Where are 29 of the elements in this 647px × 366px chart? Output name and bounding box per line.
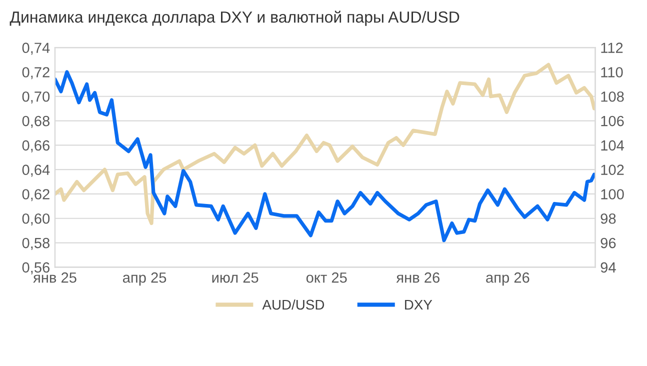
y2-tick-label: 98	[600, 213, 616, 224]
y-tick-label: 0,58	[22, 238, 50, 250]
legend-label: DXY	[405, 300, 432, 310]
y2-tick-label: 100	[601, 189, 624, 200]
y-tick-label: 0,74	[22, 42, 50, 55]
y-tick-label: 0,56	[22, 262, 50, 274]
y-tick-label: 0,64	[22, 164, 50, 177]
chart-title: Динамика индекса доллара DXY и валютной пары AUD/USD	[10, 10, 460, 26]
y2-tick-label: 102	[601, 164, 624, 176]
y-tick-label: 0,62	[22, 189, 50, 202]
x-tick-label: окт 25	[306, 272, 347, 283]
y2-tick-label: 94	[600, 262, 616, 273]
y2-tick-label: 104	[601, 140, 624, 151]
y-tick-label: 0,72	[22, 67, 50, 80]
y2-tick-label: 96	[600, 238, 616, 248]
y2-tick-label: 106	[601, 116, 624, 126]
x-tick-label: янв 25	[33, 272, 76, 283]
y2-tick-label: 112	[601, 42, 623, 53]
y2-tick-label: 108	[601, 91, 624, 102]
y-tick-label: 0,60	[22, 213, 50, 226]
x-tick-label: апр 25	[122, 272, 166, 286]
legend-label: AUD/USD	[262, 299, 324, 310]
x-tick-label: апр 26	[486, 272, 530, 286]
y-tick-label: 0,68	[22, 116, 50, 128]
y-tick-label: 0,70	[22, 91, 50, 104]
y2-tick-label: 110	[601, 67, 623, 78]
y-tick-label: 0,66	[22, 140, 50, 152]
x-tick-label: июл 25	[212, 272, 258, 283]
x-tick-label: янв 26	[396, 272, 440, 283]
